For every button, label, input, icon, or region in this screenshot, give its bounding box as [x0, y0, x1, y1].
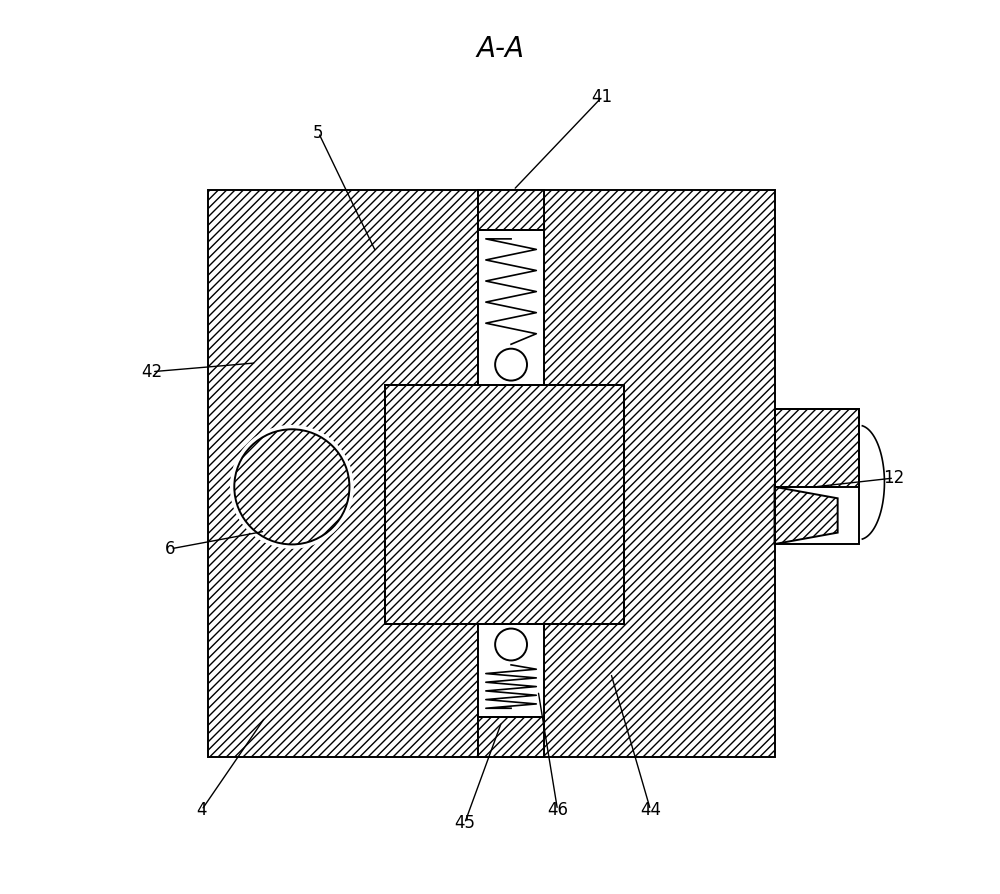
Circle shape	[230, 425, 354, 549]
Bar	[478, 190, 544, 385]
Bar	[478, 717, 544, 757]
Bar	[478, 190, 544, 230]
Circle shape	[495, 628, 527, 661]
Text: A-A: A-A	[476, 35, 524, 63]
Text: 45: 45	[454, 814, 475, 832]
Bar	[385, 385, 624, 624]
Text: 41: 41	[591, 89, 612, 106]
Bar	[775, 409, 859, 487]
Text: 6: 6	[165, 540, 176, 558]
Text: 5: 5	[313, 123, 324, 141]
Polygon shape	[775, 487, 838, 544]
Bar	[478, 230, 544, 385]
Text: 12: 12	[883, 469, 905, 487]
Text: 44: 44	[640, 801, 661, 819]
Bar	[208, 190, 775, 757]
Bar	[478, 624, 544, 757]
Circle shape	[495, 349, 527, 381]
Bar	[775, 409, 859, 544]
Circle shape	[234, 429, 349, 544]
Bar	[478, 624, 544, 717]
Bar	[385, 385, 624, 624]
Text: 46: 46	[547, 801, 568, 819]
Text: 42: 42	[141, 363, 162, 381]
Text: 4: 4	[196, 801, 207, 819]
